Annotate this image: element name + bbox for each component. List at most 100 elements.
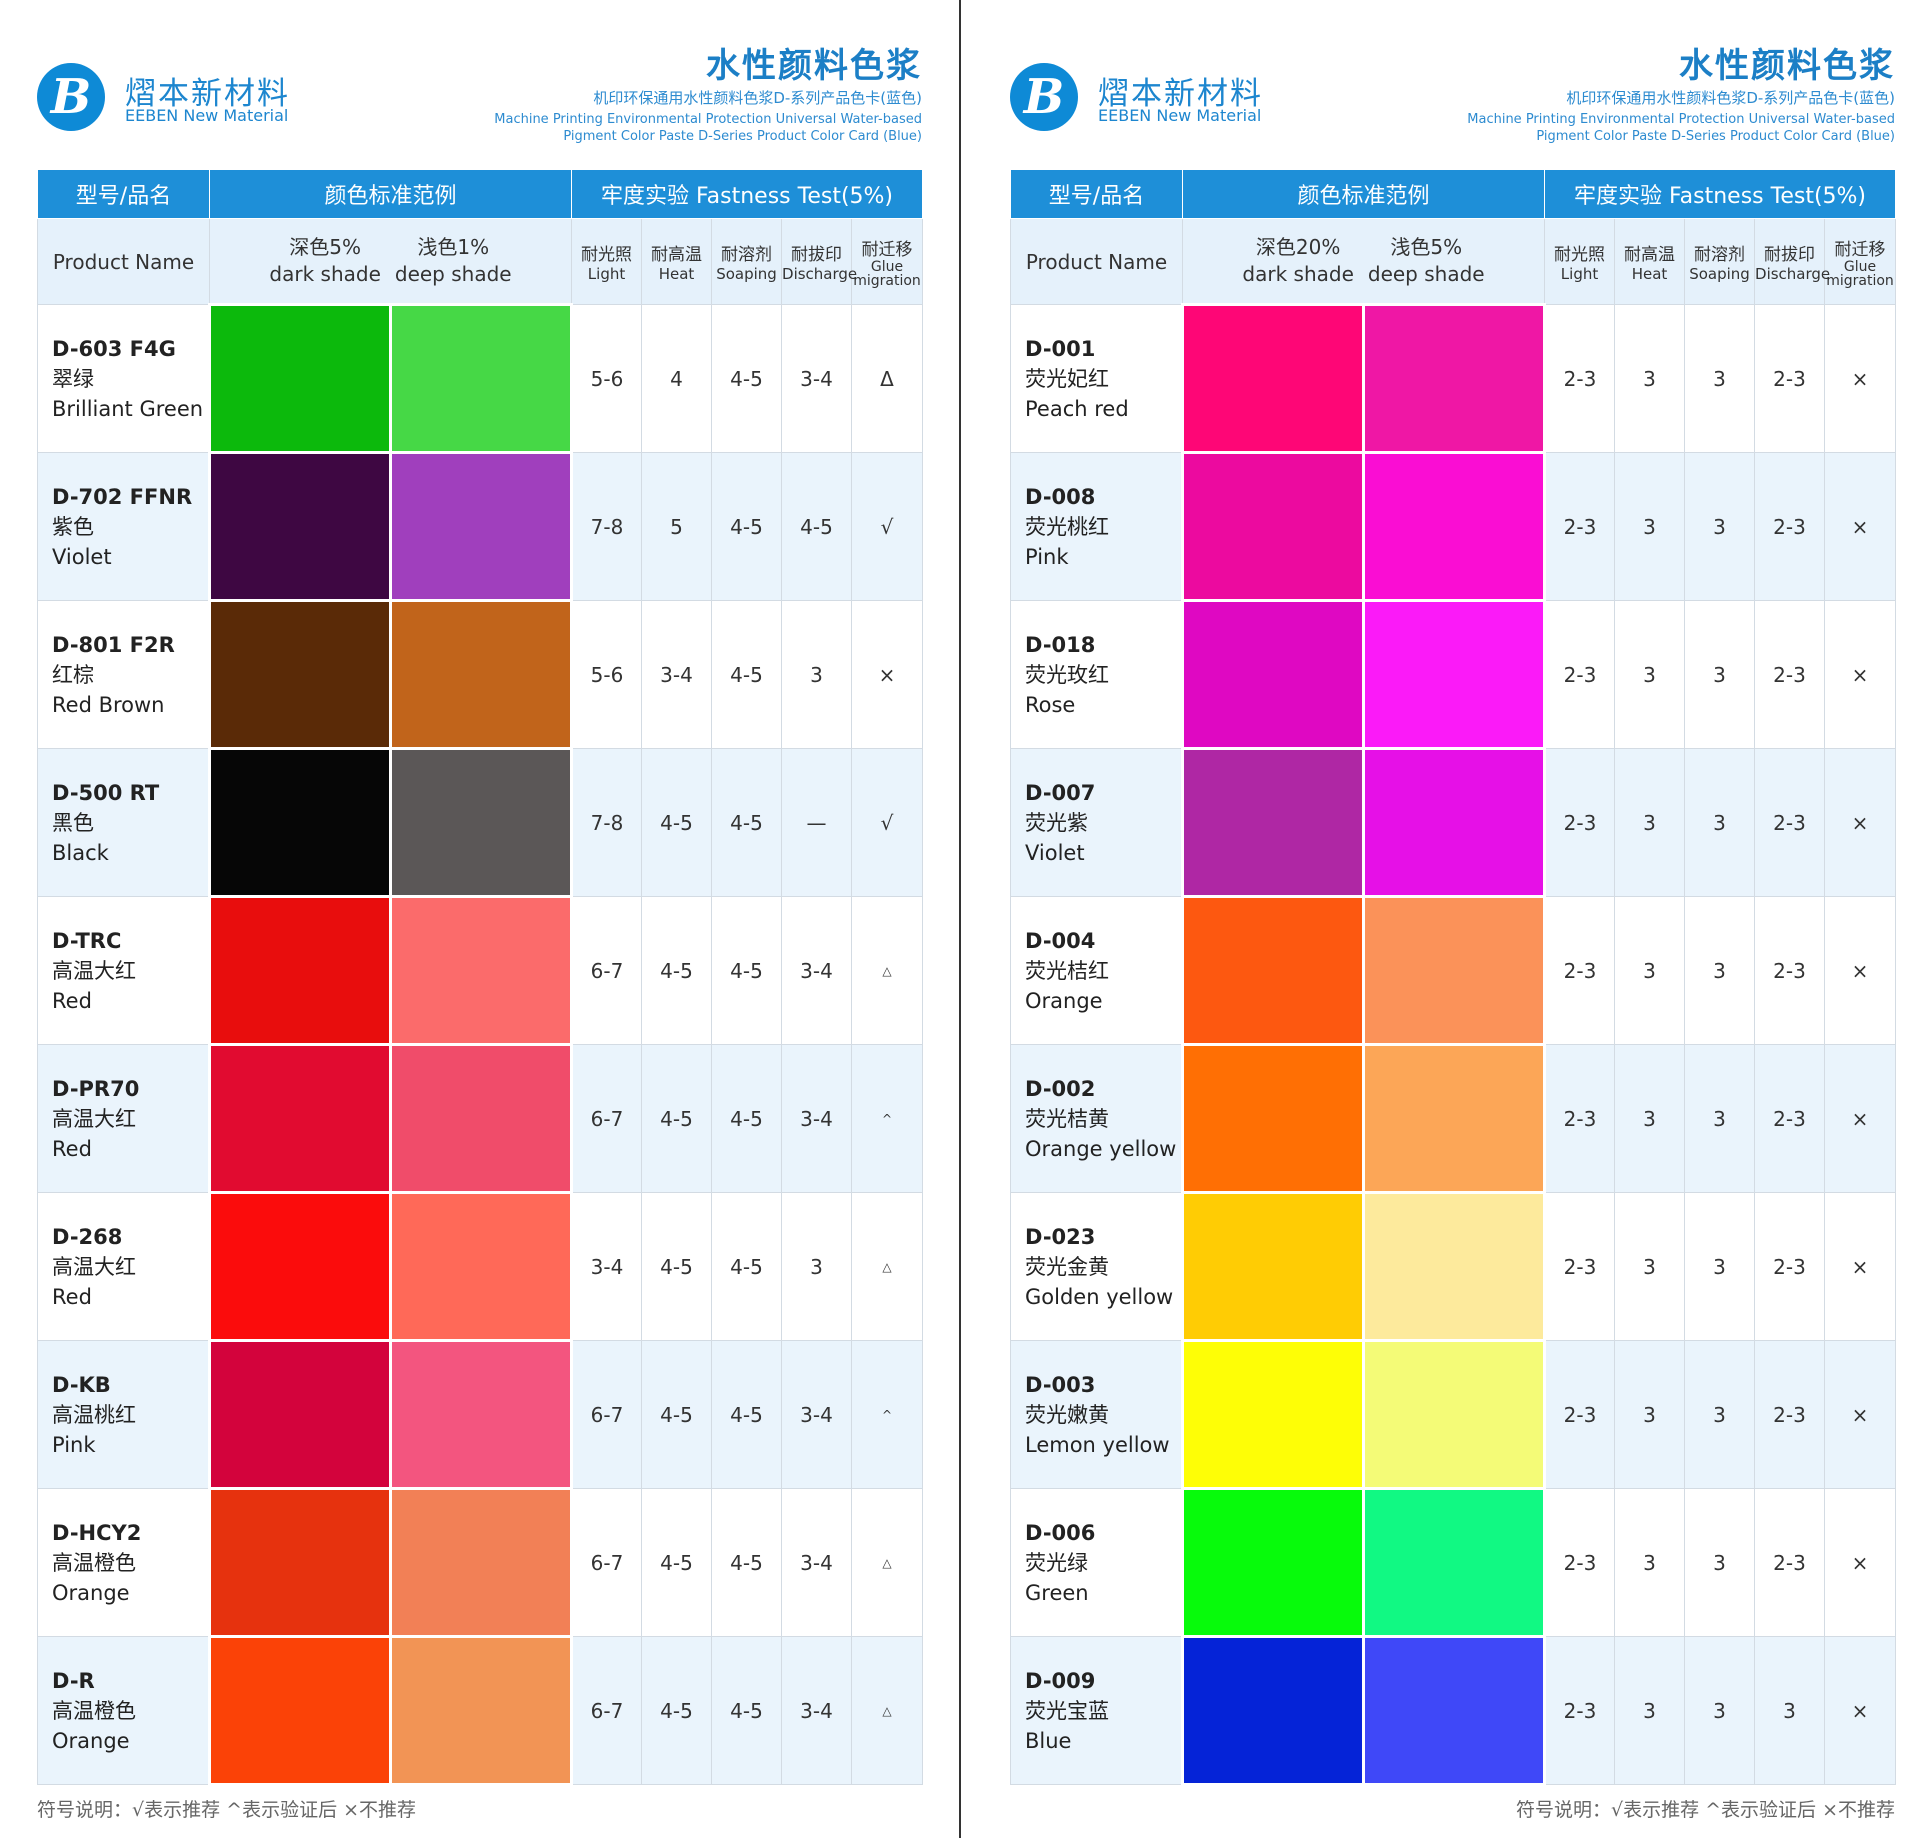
- product-name-cn: 高温大红: [52, 1254, 136, 1279]
- product-code: D-018: [1025, 632, 1096, 657]
- product-row: D-009 荧光宝蓝 Blue 2-3 3 3 3 ×: [1010, 1635, 1897, 1786]
- product-code: D-PR70: [52, 1076, 140, 1101]
- heat-fastness-value: 3: [1614, 1636, 1686, 1785]
- product-row: D-702 FFNR 紫色 Violet 7-8 5 4-5 4-5 √: [37, 451, 924, 602]
- dark-shade-swatch: [208, 895, 392, 1046]
- product-code: D-801 F2R: [52, 632, 175, 657]
- discharge-fastness-value: 3-4: [781, 1340, 853, 1489]
- product-row: D-268 高温大红 Red 3-4 4-5 4-5 3 △: [37, 1191, 924, 1342]
- product-name-en: Peach red: [1025, 396, 1129, 421]
- product-row: D-TRC 高温大红 Red 6-7 4-5 4-5 3-4 △: [37, 895, 924, 1046]
- right-panel: B 熠本新材料 EEBEN New Material 水性颜料色浆 机印环保通用…: [1010, 0, 1897, 1838]
- soaping-fastness-value: 3: [1684, 452, 1756, 601]
- symbol-legend: 符号说明：√表示推荐 ^表示验证后 ×不推荐: [1515, 1799, 1895, 1821]
- soaping-fastness-value: 4-5: [711, 600, 783, 749]
- discharge-fastness-value: 3: [781, 600, 853, 749]
- soaping-fastness-value: 3: [1684, 896, 1756, 1045]
- heat-fastness-value: 3: [1614, 896, 1686, 1045]
- heat-fastness-value: 3: [1614, 748, 1686, 897]
- heat-fastness-value: 4-5: [641, 1488, 713, 1637]
- brand-name-cn: 熠本新材料: [1098, 76, 1263, 112]
- dark-shade-label: 深色20% dark shade: [1242, 235, 1354, 286]
- product-name-cell: D-TRC 高温大红 Red: [37, 896, 210, 1045]
- dark-shade-swatch: [1181, 303, 1365, 454]
- soaping-fastness-value: 3: [1684, 1488, 1756, 1637]
- discharge-fastness-value: —: [781, 748, 853, 897]
- product-name-cn: 荧光金黄: [1025, 1254, 1109, 1279]
- brand-name-en: EEBEN New Material: [1098, 106, 1262, 125]
- glue-migration-symbol: ×: [851, 600, 924, 749]
- light-shade-swatch: [1361, 895, 1547, 1046]
- light-shade-swatch: [388, 1043, 574, 1194]
- dark-shade-swatch: [208, 1339, 392, 1490]
- symbol-legend: 符号说明：√表示推荐 ^表示验证后 ×不推荐: [37, 1799, 417, 1821]
- light-fastness-value: 2-3: [1544, 748, 1616, 897]
- light-fastness-value: 7-8: [571, 748, 643, 897]
- product-name-cn: 高温橙色: [52, 1698, 136, 1723]
- glue-migration-symbol: △: [851, 1488, 924, 1637]
- product-name-cell: D-008 荧光桃红 Pink: [1010, 452, 1183, 601]
- product-code: D-007: [1025, 780, 1096, 805]
- product-name-cell: D-603 F4G 翠绿 Brilliant Green: [37, 304, 210, 453]
- product-name-en: Orange yellow: [1025, 1136, 1177, 1161]
- product-name-cn: 高温大红: [52, 958, 136, 983]
- heat-fastness-value: 4-5: [641, 1340, 713, 1489]
- heat-fastness-value: 4-5: [641, 1192, 713, 1341]
- soaping-fastness-value: 3: [1684, 1192, 1756, 1341]
- subtitle-en-line1: Machine Printing Environmental Protectio…: [494, 112, 922, 127]
- dark-shade-swatch: [1181, 1339, 1365, 1490]
- header-light: 耐光照 Light: [1544, 218, 1616, 305]
- product-code: D-006: [1025, 1520, 1096, 1545]
- product-code: D-500 RT: [52, 780, 160, 805]
- product-code: D-TRC: [52, 928, 122, 953]
- glue-migration-symbol: △: [851, 1192, 924, 1341]
- heat-fastness-value: 4-5: [641, 1044, 713, 1193]
- center-divider: [959, 0, 961, 1838]
- light-shade-label: 浅色5% deep shade: [1367, 235, 1485, 286]
- product-name-en: Orange: [52, 1728, 130, 1753]
- glue-migration-symbol: ×: [1824, 1192, 1897, 1341]
- glue-migration-symbol: △: [851, 1636, 924, 1785]
- soaping-fastness-value: 4-5: [711, 748, 783, 897]
- header-model: 型号/品名: [1010, 169, 1183, 219]
- light-fastness-value: 5-6: [571, 304, 643, 453]
- discharge-fastness-value: 3: [1754, 1636, 1826, 1785]
- light-fastness-value: 2-3: [1544, 600, 1616, 749]
- product-name-en: Blue: [1025, 1728, 1072, 1753]
- discharge-fastness-value: 2-3: [1754, 304, 1826, 453]
- soaping-fastness-value: 4-5: [711, 304, 783, 453]
- product-code: D-023: [1025, 1224, 1096, 1249]
- dark-shade-swatch: [1181, 451, 1365, 602]
- product-name-cell: D-268 高温大红 Red: [37, 1192, 210, 1341]
- product-name-cell: D-007 荧光紫 Violet: [1010, 748, 1183, 897]
- product-code: D-603 F4G: [52, 336, 176, 361]
- product-code: D-KB: [52, 1372, 111, 1397]
- product-name-cell: D-KB 高温桃红 Pink: [37, 1340, 210, 1489]
- light-fastness-value: 2-3: [1544, 896, 1616, 1045]
- product-name-cell: D-002 荧光桔黄 Orange yellow: [1010, 1044, 1183, 1193]
- subtitle-en-line1: Machine Printing Environmental Protectio…: [1467, 112, 1895, 127]
- product-name-cell: D-018 荧光玫红 Rose: [1010, 600, 1183, 749]
- header-fastness: 牢度实验 Fastness Test(5%): [1544, 169, 1897, 219]
- product-code: D-268: [52, 1224, 123, 1249]
- light-fastness-value: 2-3: [1544, 452, 1616, 601]
- header-heat: 耐高温 Heat: [1614, 218, 1686, 305]
- header-product-name: Product Name: [1010, 218, 1183, 305]
- soaping-fastness-value: 4-5: [711, 1192, 783, 1341]
- glue-migration-symbol: ×: [1824, 304, 1897, 453]
- heat-fastness-value: 4-5: [641, 748, 713, 897]
- discharge-fastness-value: 2-3: [1754, 896, 1826, 1045]
- light-fastness-value: 6-7: [571, 1044, 643, 1193]
- color-card-table: 型号/品名 颜色标准范例 牢度实验 Fastness Test(5%) Prod…: [1010, 169, 1897, 1786]
- dark-shade-swatch: [208, 599, 392, 750]
- product-name-en: Pink: [52, 1432, 96, 1457]
- soaping-fastness-value: 4-5: [711, 1636, 783, 1785]
- product-name-en: Violet: [1025, 840, 1085, 865]
- product-code: D-002: [1025, 1076, 1096, 1101]
- product-row: D-R 高温橙色 Orange 6-7 4-5 4-5 3-4 △: [37, 1635, 924, 1786]
- dark-shade-label: 深色5% dark shade: [269, 235, 381, 286]
- dark-shade-swatch: [208, 303, 392, 454]
- page-title: 水性颜料色浆: [1679, 46, 1895, 86]
- discharge-fastness-value: 3-4: [781, 1488, 853, 1637]
- discharge-fastness-value: 2-3: [1754, 1044, 1826, 1193]
